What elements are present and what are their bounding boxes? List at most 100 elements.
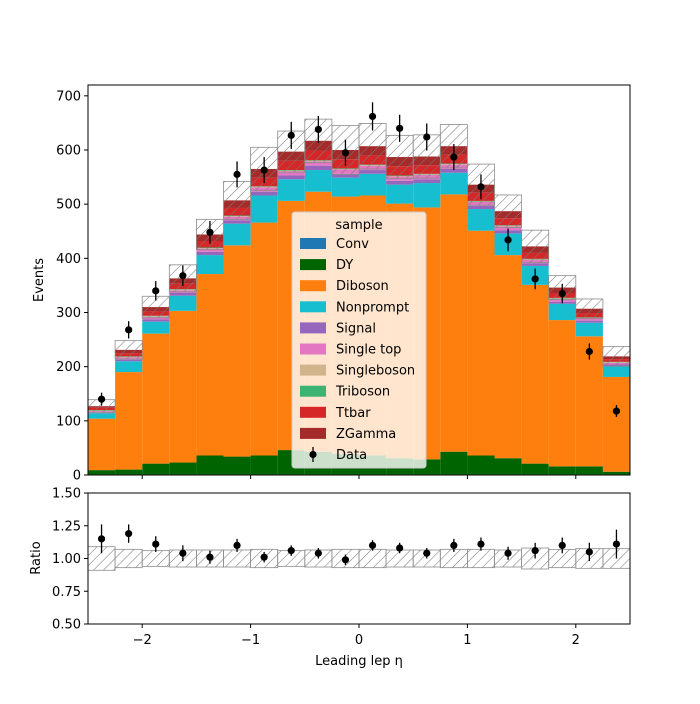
ratio-point bbox=[287, 547, 295, 555]
bar-nonprompt bbox=[413, 183, 441, 208]
legend-entries: Conv DY Diboson Nonprompt Signal Single top Si… bbox=[300, 237, 415, 463]
ratio-point bbox=[314, 549, 322, 557]
bar-signal bbox=[169, 293, 197, 296]
legend-item-nonprompt: Nonprompt bbox=[300, 300, 409, 315]
ratio-uncertainty-band bbox=[88, 546, 630, 571]
ratio-x-ticks: −2 −1 0 1 2 bbox=[133, 624, 580, 648]
bar-nonprompt bbox=[575, 322, 603, 337]
data-point bbox=[287, 131, 295, 139]
bar-diboson bbox=[196, 274, 224, 456]
legend-item-zgamma: ZGamma bbox=[300, 427, 396, 442]
bar-diboson bbox=[440, 194, 468, 452]
bar-nonprompt bbox=[467, 209, 495, 231]
legend-label: Triboson bbox=[335, 385, 390, 400]
legend-item-single-top: Single top bbox=[300, 343, 401, 358]
bar-dy bbox=[88, 470, 116, 475]
ratio-point bbox=[233, 541, 241, 550]
main-y-ticks: 0 100 200 300 400 500 600 700 bbox=[56, 89, 88, 484]
uncertainty-box bbox=[223, 181, 252, 220]
x-tick-label: −2 bbox=[133, 633, 152, 648]
uncertainty-box bbox=[575, 298, 604, 319]
bar-dy bbox=[250, 455, 278, 475]
data-point bbox=[125, 326, 133, 334]
data-point bbox=[531, 275, 539, 283]
ratio-y-tick-label: 1.00 bbox=[52, 552, 81, 567]
bar-dy bbox=[115, 469, 143, 475]
legend-swatch bbox=[300, 280, 326, 292]
data-point bbox=[585, 347, 593, 356]
bar-nonprompt bbox=[386, 184, 414, 204]
bar-signal bbox=[331, 173, 359, 178]
bar-signal bbox=[196, 251, 224, 256]
ratio-point bbox=[504, 549, 512, 557]
bar-signal bbox=[467, 205, 495, 210]
bar-signal bbox=[304, 165, 332, 171]
ratio-uncertainty-box bbox=[141, 550, 170, 567]
data-point bbox=[233, 170, 241, 178]
bar-single-top bbox=[196, 248, 224, 252]
legend-label: DY bbox=[336, 258, 353, 273]
data-point bbox=[504, 236, 512, 244]
ratio-y-tick-label: 1.50 bbox=[52, 487, 81, 502]
bar-nonprompt bbox=[196, 255, 224, 275]
ratio-uncertainty-box bbox=[439, 548, 468, 569]
bar-diboson bbox=[169, 310, 197, 463]
bar-dy bbox=[467, 455, 495, 475]
ratio-y-tick-label: 0.75 bbox=[52, 585, 81, 600]
legend-item-dy: DY bbox=[300, 258, 353, 273]
ratio-point bbox=[97, 535, 106, 543]
uncertainty-box bbox=[358, 123, 387, 170]
ratio-point bbox=[125, 530, 133, 538]
bar-signal bbox=[413, 179, 441, 184]
uncertainty-box bbox=[385, 134, 414, 180]
ratio-uncertainty-box bbox=[114, 548, 143, 569]
bar-dy bbox=[602, 471, 630, 475]
ratio-uncertainty-box bbox=[223, 549, 252, 568]
data-point bbox=[341, 149, 350, 157]
data-point bbox=[558, 289, 566, 298]
legend-swatch bbox=[300, 322, 326, 334]
legend-item-conv: Conv bbox=[300, 237, 369, 252]
bar-nonprompt bbox=[304, 170, 332, 192]
legend-label: Diboson bbox=[336, 279, 389, 294]
data-point bbox=[477, 183, 485, 191]
ratio-plot-area bbox=[88, 524, 630, 571]
ratio-point bbox=[396, 544, 404, 552]
legend-label: Singleboson bbox=[336, 364, 415, 379]
bar-diboson bbox=[494, 255, 522, 459]
data-point bbox=[450, 153, 458, 161]
y-tick-label: 700 bbox=[56, 89, 81, 104]
bar-nonprompt bbox=[223, 223, 251, 246]
ratio-point bbox=[152, 540, 160, 548]
bar-dy bbox=[548, 466, 576, 475]
bar-diboson bbox=[223, 245, 251, 457]
bar-nonprompt bbox=[602, 366, 630, 377]
legend-swatch bbox=[300, 427, 326, 439]
series-nonprompt bbox=[88, 170, 630, 419]
legend: sample Conv DY Diboson Nonprompt Signal Singl… bbox=[291, 211, 427, 469]
ratio-point bbox=[558, 541, 566, 550]
y-tick-label: 200 bbox=[56, 360, 81, 375]
bar-dy bbox=[521, 463, 549, 475]
x-tick-label: −1 bbox=[241, 633, 260, 648]
legend-swatch bbox=[300, 406, 326, 418]
bar-nonprompt bbox=[115, 361, 143, 373]
ratio-y-tick-label: 0.50 bbox=[52, 618, 81, 633]
y-tick-label: 300 bbox=[56, 306, 81, 321]
bar-diboson bbox=[521, 284, 549, 464]
bar-nonprompt bbox=[440, 172, 468, 195]
legend-label: Signal bbox=[336, 321, 376, 336]
legend-label: Nonprompt bbox=[336, 300, 409, 315]
bar-signal bbox=[142, 319, 170, 322]
y-tick-label: 400 bbox=[56, 252, 81, 267]
bar-nonprompt bbox=[250, 195, 278, 223]
ratio-point bbox=[206, 553, 214, 561]
bar-signal bbox=[575, 320, 603, 323]
legend-swatch bbox=[300, 259, 326, 271]
ratio-point bbox=[341, 556, 350, 564]
bar-dy bbox=[575, 466, 603, 475]
data-point bbox=[152, 287, 160, 295]
legend-data-marker bbox=[309, 450, 317, 459]
ratio-y-ticks: 0.50 0.75 1.00 1.25 1.50 bbox=[52, 487, 88, 633]
